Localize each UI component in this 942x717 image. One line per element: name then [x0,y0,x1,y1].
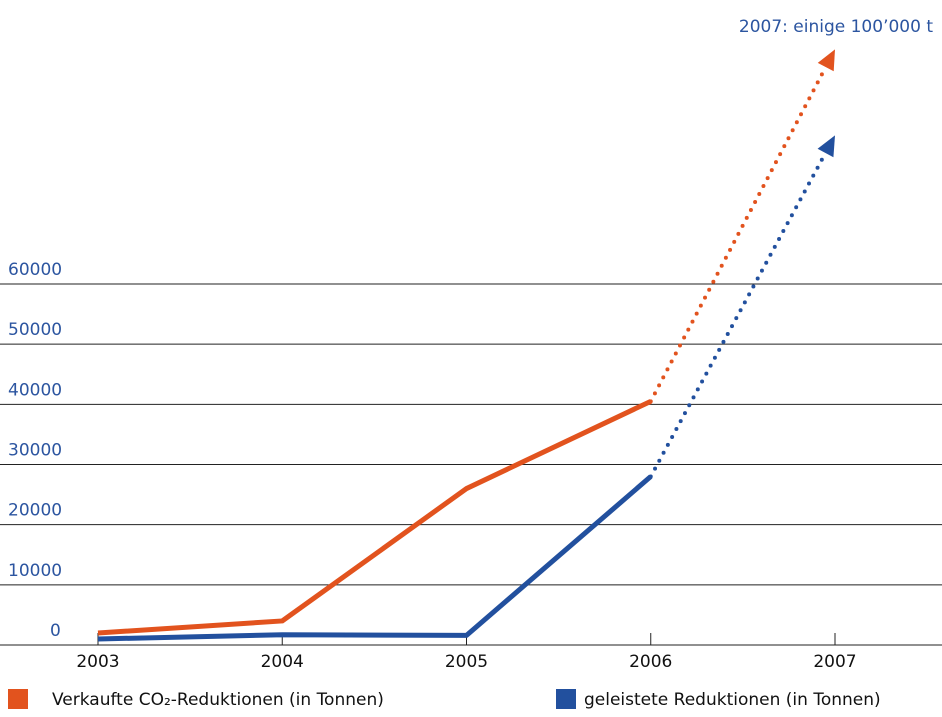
x-tick-label: 2004 [261,652,304,672]
legend-label: Verkaufte CO₂-Reduktionen (in Tonnen) [52,690,384,710]
x-tick-label: 2003 [76,652,119,672]
y-tick-label: 0 [50,621,61,641]
x-tick-label: 2005 [445,652,488,672]
legend-label: geleistete Reduktionen (in Tonnen) [584,690,881,710]
projection-arrow [817,135,835,158]
x-tick-label: 2006 [629,652,672,672]
y-tick-label: 40000 [8,380,62,400]
x-tick-label: 2007 [813,652,856,672]
projection-line [648,65,828,404]
projection-arrow [817,49,835,72]
projection-line [648,150,828,479]
y-tick-label: 30000 [8,441,62,461]
y-tick-label: 60000 [8,260,62,280]
y-tick-label: 50000 [8,320,62,340]
legend-swatch [8,689,28,709]
series-line [97,474,653,642]
y-tick-label: 20000 [8,501,62,521]
series-line [97,399,652,636]
annotation: 2007: einige 100’000 t [739,17,933,37]
legend-swatch [556,689,576,709]
y-tick-label: 10000 [8,561,62,581]
